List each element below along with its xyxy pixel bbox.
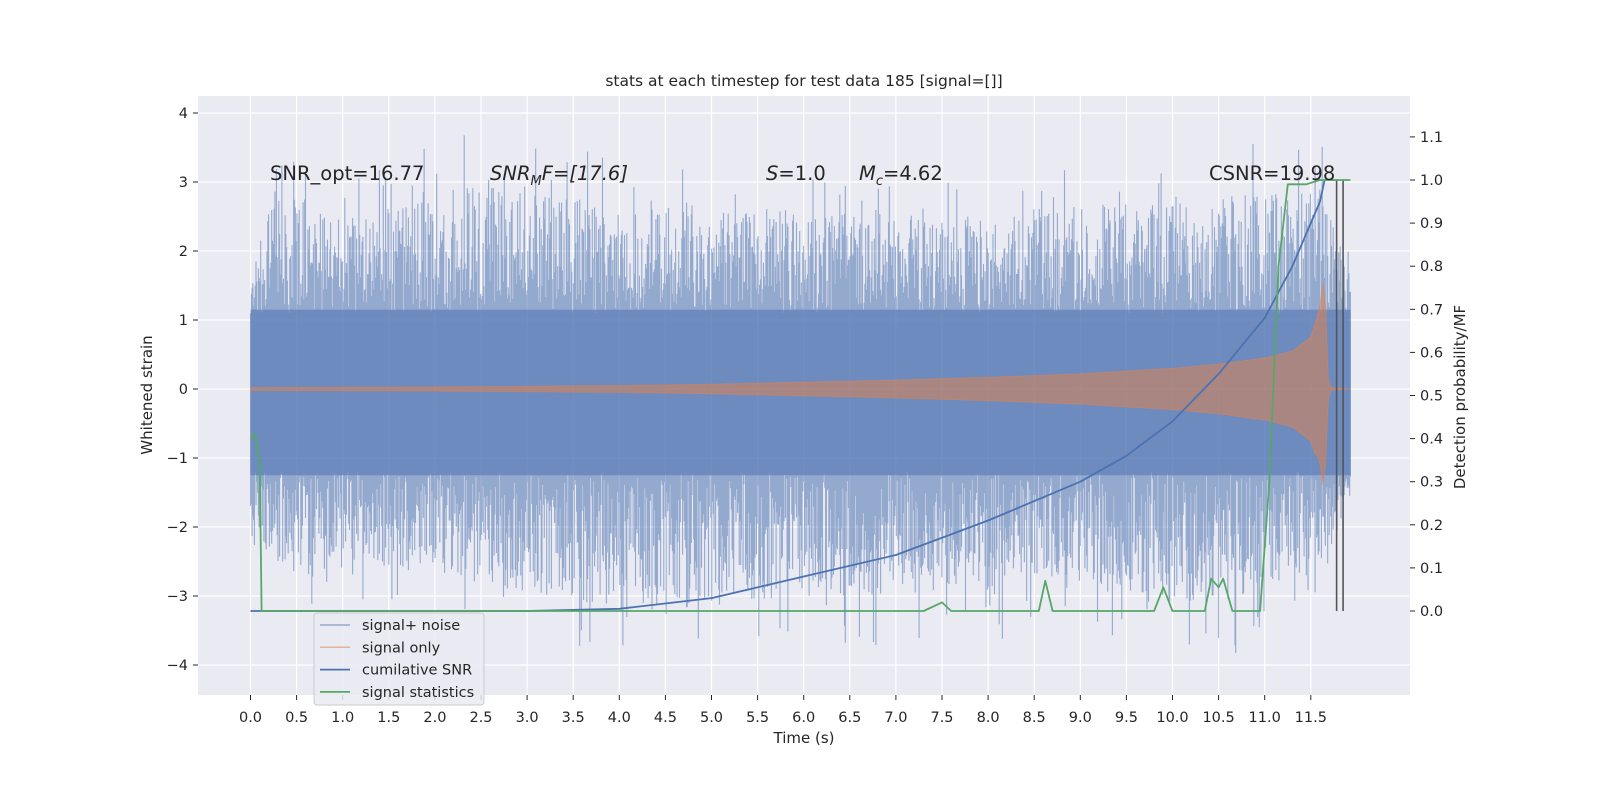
y-axis-left-ticks: 4 3 2 1 0 −1 −2 −3 −4: [167, 106, 198, 674]
annotation-s-main: S: [766, 162, 778, 185]
signal-only-series: [250, 282, 1351, 486]
y-right-tick-label: 0.7: [1420, 302, 1443, 318]
x-tick-label: 0.0: [239, 710, 262, 726]
x-tick-label: 1.0: [331, 710, 354, 726]
x-tick-label: 2.0: [423, 710, 446, 726]
signal-only-area: [250, 282, 1351, 486]
x-tick-label: 7.5: [930, 710, 953, 726]
x-tick-label: 1.5: [377, 710, 400, 726]
x-tick-label: 6.5: [838, 710, 861, 726]
chart-title: stats at each timestep for test data 185…: [605, 72, 1002, 90]
signal-statistics-line: [249, 179, 1351, 612]
x-tick-label: 10.5: [1202, 710, 1234, 726]
x-tick-label: 5.0: [700, 710, 723, 726]
y-left-tick-label: −4: [167, 658, 188, 674]
annotation-s-rest: =1.0: [778, 162, 825, 185]
x-tick-label: 4.5: [654, 710, 677, 726]
line-series: [249, 179, 1351, 612]
legend-label: signal+ noise: [362, 618, 460, 634]
x-tick-label: 9.5: [1115, 710, 1138, 726]
legend-label: cumilative SNR: [362, 663, 472, 679]
x-tick-label: 10.0: [1156, 710, 1188, 726]
cumulative-snr-line: [250, 179, 1326, 612]
x-tick-label: 4.0: [608, 710, 631, 726]
y-axis-right-label: Detection probability/MF: [1451, 305, 1469, 489]
x-tick-label: 9.0: [1069, 710, 1092, 726]
y-right-tick-label: 0.6: [1420, 345, 1443, 361]
annotation-snr-mf-rest: F=[17.6]: [542, 162, 628, 185]
y-left-tick-label: 2: [179, 244, 188, 260]
y-axis-left-label: Whitened strain: [138, 335, 156, 454]
x-tick-label: 6.0: [792, 710, 815, 726]
y-right-tick-label: 0.9: [1420, 216, 1443, 232]
x-tick-label: 8.0: [977, 710, 1000, 726]
y-left-tick-label: 0: [179, 382, 188, 398]
x-axis-label: Time (s): [773, 729, 835, 747]
annotation-snr-mf: SNRMF=[17.6]: [490, 162, 628, 189]
annotation-mc-main: M: [859, 162, 876, 185]
x-tick-label: 11.5: [1295, 710, 1327, 726]
annotation-mc-rest: =4.62: [883, 162, 943, 185]
y-right-tick-label: 0.2: [1420, 518, 1443, 534]
legend-label: signal statistics: [362, 685, 474, 701]
y-left-tick-label: 3: [179, 175, 188, 191]
y-right-tick-label: 0.5: [1420, 389, 1443, 405]
annotation-mc: Mc=4.62: [859, 162, 943, 189]
x-tick-label: 7.0: [884, 710, 907, 726]
vertical-marker-lines: [1335, 180, 1344, 611]
y-right-tick-label: 0.1: [1420, 561, 1443, 577]
annotation-snr-opt: SNR_opt=16.77: [270, 162, 424, 185]
x-tick-label: 2.5: [469, 710, 492, 726]
y-right-tick-label: 1.0: [1420, 173, 1443, 189]
annotation-snr-mf-sub: M: [531, 174, 542, 189]
y-left-tick-label: −1: [167, 451, 188, 467]
y-axis-right-ticks: 1.1 1.0 0.9 0.8 0.7 0.6 0.5 0.4 0.3 0.2 0.1 0.0: [1410, 130, 1443, 620]
x-tick-label: 3.0: [516, 710, 539, 726]
annotation-snr-mf-main: SNR: [490, 162, 531, 185]
y-right-tick-label: 0.8: [1420, 259, 1443, 275]
y-right-tick-label: 1.1: [1420, 130, 1443, 146]
y-left-tick-label: 4: [179, 106, 188, 122]
x-tick-label: 11.0: [1249, 710, 1281, 726]
x-tick-label: 5.5: [746, 710, 769, 726]
x-tick-label: 8.5: [1023, 710, 1046, 726]
x-tick-label: 3.5: [562, 710, 585, 726]
y-left-tick-label: −2: [167, 520, 188, 536]
x-axis-ticks: 0.0 0.5 1.0 1.5 2.0 2.5 3.0 3.5 4.0 4.5 5.0 5.5 6.0 6…: [239, 695, 1327, 726]
legend-label: signal only: [362, 640, 441, 656]
y-left-tick-label: −3: [167, 589, 188, 605]
annotation-csnr: CSNR=19.98: [1209, 162, 1335, 185]
y-right-tick-label: 0.0: [1420, 604, 1443, 620]
annotation-mc-sub: c: [876, 174, 883, 189]
y-left-tick-label: 1: [179, 313, 188, 329]
legend-box: [313, 612, 485, 706]
y-right-tick-label: 0.3: [1420, 475, 1443, 491]
y-right-tick-label: 0.4: [1420, 432, 1443, 448]
annotation-s: S=1.0: [766, 162, 826, 185]
x-tick-label: 0.5: [285, 710, 308, 726]
annotations: SNR_opt=16.77 SNRMF=[17.6] S=1.0 Mc=4.62…: [270, 162, 1335, 189]
legend: signal+ noise signal only cumilative SNR si…: [313, 612, 485, 706]
